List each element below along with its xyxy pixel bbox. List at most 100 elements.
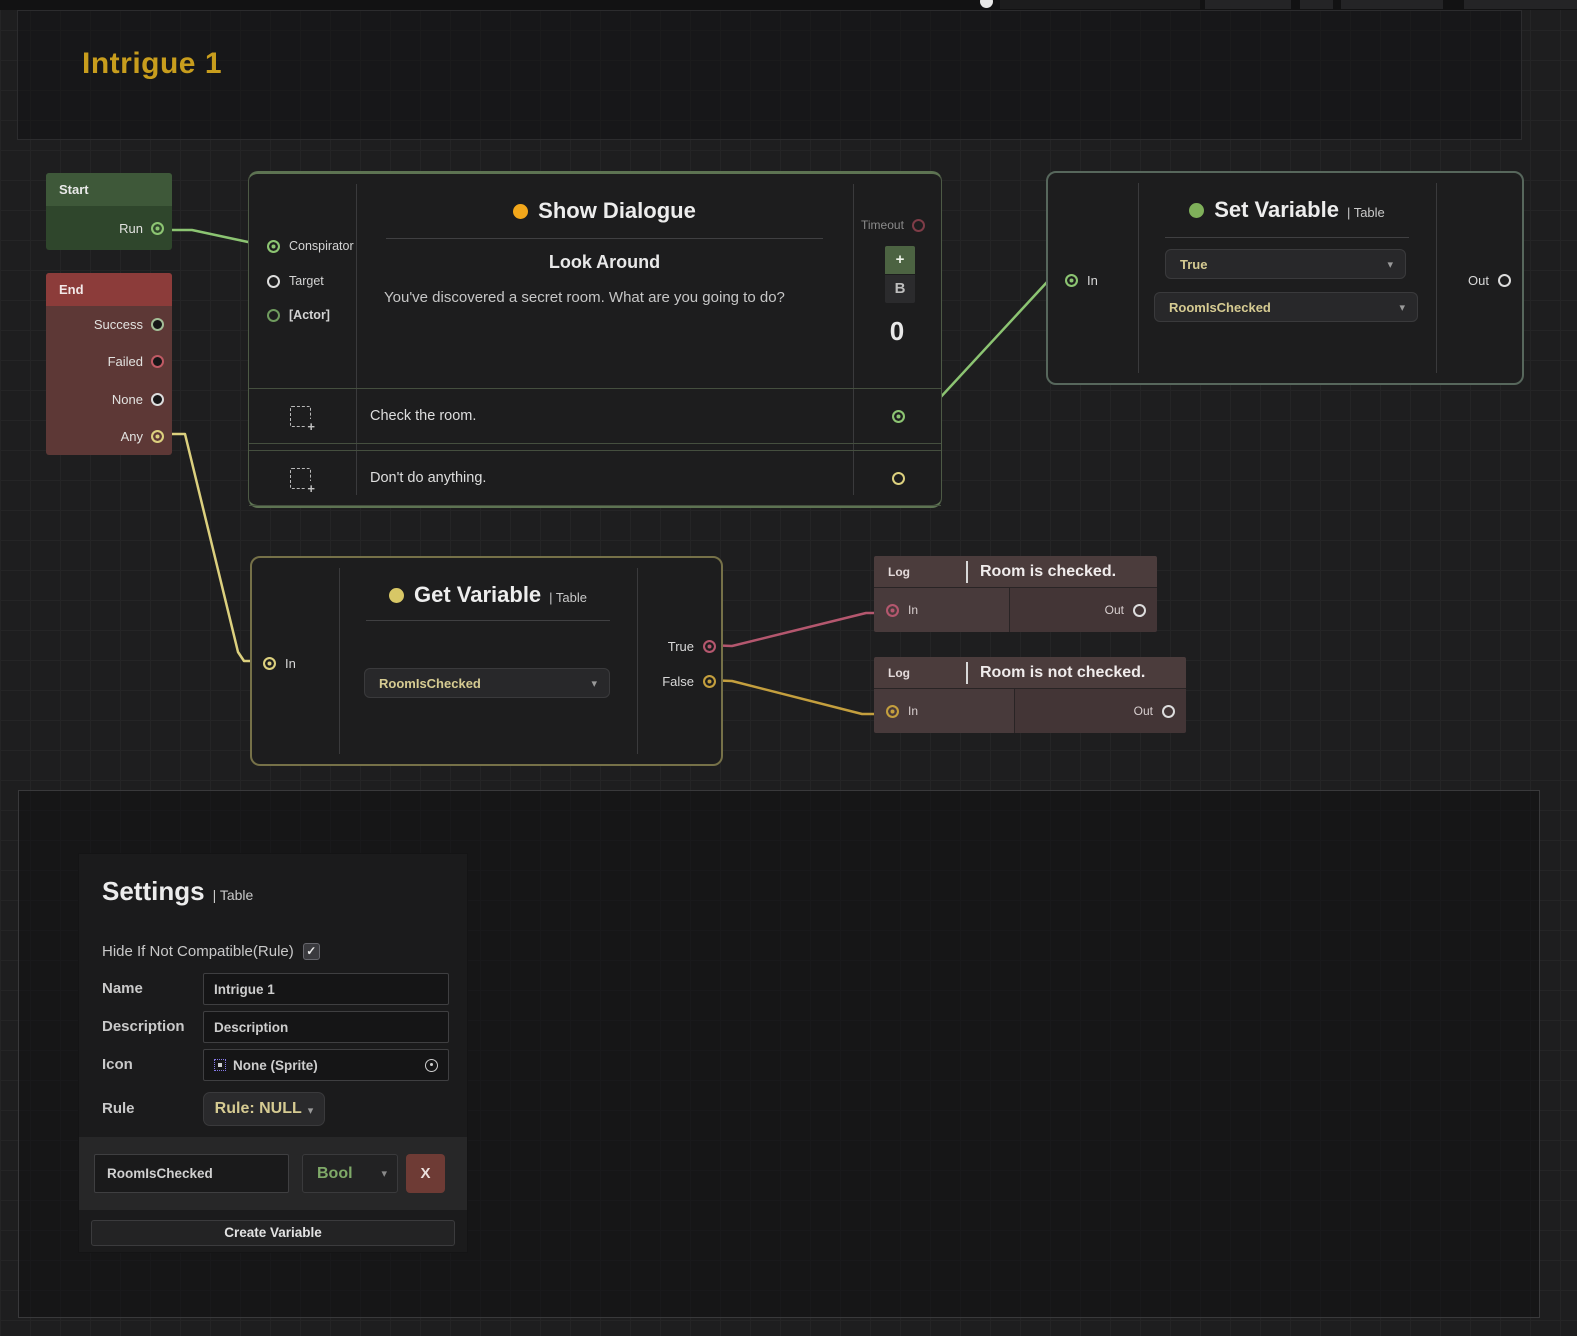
variables-section: Bool▾ X (79, 1137, 467, 1210)
dialogue-option-row[interactable]: + Don't do anything. (249, 450, 941, 506)
divider (356, 184, 357, 495)
option-text[interactable]: Check the room. (370, 408, 477, 424)
get-variable-node-icon (388, 588, 404, 603)
object-picker-icon[interactable] (425, 1058, 438, 1072)
dialogue-heading[interactable]: Look Around (548, 252, 661, 272)
toolbar-button-2[interactable] (1300, 0, 1333, 9)
divider (366, 620, 610, 621)
variable-dropdown[interactable]: RoomIsChecked ▾ (364, 668, 610, 698)
create-variable-button[interactable]: Create Variable (91, 1220, 455, 1246)
port-failed-in[interactable] (151, 355, 164, 369)
name-input[interactable] (203, 973, 449, 1005)
port-actor-in[interactable] (267, 308, 280, 322)
wire-true-to-log (704, 611, 889, 648)
end-any-label: Any (120, 428, 143, 444)
log-node[interactable]: Log Room is not checked. In Out (874, 657, 1186, 733)
port-setvar-in[interactable] (1065, 274, 1078, 287)
port-target-in[interactable] (267, 274, 280, 288)
log-tag: Log (888, 665, 910, 680)
get-variable-node[interactable]: In Get Variable | Table RoomIsChecked ▾ Tr… (250, 556, 723, 766)
add-option-button[interactable]: + (885, 246, 915, 274)
variable-name-input[interactable] (94, 1154, 289, 1193)
add-actor-icon[interactable]: + (290, 467, 316, 496)
add-actor-icon[interactable]: + (290, 405, 316, 434)
port-log-out[interactable] (1162, 704, 1175, 718)
log-out-cell: Out (1009, 588, 1157, 632)
divider (1138, 183, 1139, 373)
value-dropdown[interactable]: True ▾ (1165, 249, 1406, 279)
target-label: Target (289, 274, 324, 288)
divider (637, 568, 638, 754)
port-log-in[interactable] (886, 704, 899, 718)
caret-down-icon: ▾ (591, 677, 597, 690)
divider (386, 238, 823, 239)
dialogue-option-row[interactable]: + Check the room. (249, 388, 941, 444)
port-none-in[interactable] (151, 392, 164, 406)
end-node[interactable]: End Success Failed None Any (46, 273, 172, 455)
node-title: Set Variable | Table (1138, 197, 1436, 223)
actor-label: [Actor] (289, 308, 330, 322)
bold-button[interactable]: B (885, 275, 915, 303)
dialogue-node-icon (513, 204, 529, 219)
hide-if-not-compatible-checkbox[interactable]: ✓ (302, 943, 320, 960)
port-false-out[interactable] (703, 675, 716, 688)
port-any-in[interactable] (151, 429, 164, 443)
log-header: Log Room is not checked. (874, 657, 1186, 688)
false-label: False (662, 674, 694, 689)
log-in-cell: In (874, 588, 1009, 632)
option-text[interactable]: Don't do anything. (370, 470, 487, 486)
port-success-in[interactable] (151, 318, 164, 332)
settings-panel: Settings | Table Hide If Not Compatible(R… (79, 854, 467, 1252)
log-node[interactable]: Log Room is checked. In Out (874, 556, 1157, 632)
port-setvar-out[interactable] (1497, 274, 1511, 287)
log-header: Log Room is checked. (874, 556, 1157, 587)
port-timeout-in[interactable] (911, 218, 925, 232)
port-log-out[interactable] (1133, 603, 1146, 617)
variable-dropdown[interactable]: RoomIsChecked ▾ (1154, 292, 1418, 322)
top-toolbar (0, 0, 1577, 10)
log-message[interactable]: Room is not checked. (980, 663, 1146, 681)
log-message[interactable]: Room is checked. (980, 562, 1117, 580)
port-run-out[interactable] (151, 221, 164, 235)
node-title: Show Dialogue (356, 198, 853, 224)
set-variable-node[interactable]: In Set Variable | Table True ▾ RoomIsCheck… (1046, 171, 1524, 385)
toolbar-field[interactable] (1000, 0, 1200, 9)
help-icon[interactable] (980, 0, 993, 8)
port-option-2-out[interactable] (892, 471, 905, 485)
port-true-out[interactable] (703, 640, 716, 653)
run-port-label: Run (119, 220, 143, 236)
log-out-cell: Out (1014, 689, 1186, 733)
timeout-value[interactable]: 0 (889, 316, 905, 346)
caret-down-icon: ▾ (307, 1104, 314, 1117)
port-option-1-out[interactable] (892, 409, 905, 423)
divider (853, 184, 854, 495)
icon-label: Icon (102, 1056, 133, 1073)
end-success-label: Success (93, 317, 143, 333)
graph-header-panel: Intrigue 1 (17, 10, 1522, 140)
name-label: Name (102, 980, 143, 997)
port-conspirator-in[interactable] (267, 239, 280, 253)
settings-title: Settings | Table (102, 876, 254, 906)
hide-if-not-compatible-label: Hide If Not Compatible(Rule) (102, 943, 294, 960)
show-dialogue-node[interactable]: Conspirator Target [Actor] Show Dialogue… (248, 171, 942, 508)
variable-type-dropdown[interactable]: Bool ▾ (302, 1154, 398, 1193)
toolbar-button-3[interactable] (1341, 0, 1443, 9)
set-variable-node-icon (1189, 203, 1205, 218)
toolbar-button-1[interactable] (1205, 0, 1291, 9)
wire-false-to-log (704, 678, 889, 716)
toolbar-button-4[interactable] (1464, 0, 1577, 9)
dialogue-text[interactable]: You've discovered a secret room. What ar… (384, 289, 785, 306)
port-log-in[interactable] (886, 603, 899, 617)
conspirator-label: Conspirator (289, 239, 354, 253)
divider (1165, 237, 1409, 238)
divider (966, 661, 968, 684)
start-node[interactable]: Start Run (46, 173, 172, 250)
delete-variable-button[interactable]: X (406, 1154, 445, 1193)
description-input[interactable] (203, 1011, 449, 1043)
log-in-cell: In (874, 689, 1014, 733)
port-getvar-in[interactable] (263, 657, 276, 670)
description-label: Description (102, 1018, 185, 1035)
icon-object-field[interactable]: None (Sprite) (203, 1049, 449, 1081)
rule-dropdown-button[interactable]: Rule: NULL ▾ (203, 1092, 325, 1126)
